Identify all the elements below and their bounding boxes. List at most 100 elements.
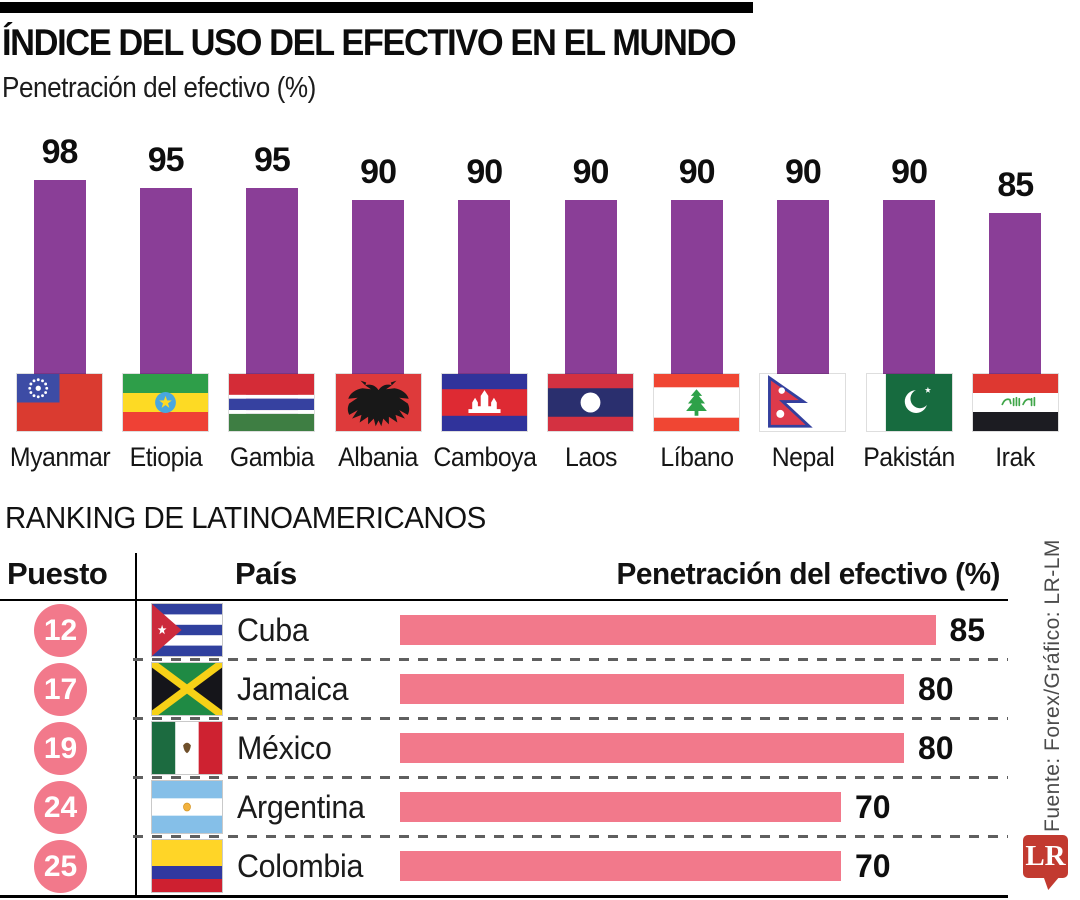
flag-holder <box>150 659 224 719</box>
bar-value-label: 90 <box>572 153 610 191</box>
bar-country-label: Líbano <box>660 442 734 472</box>
country-name: Colombia <box>237 848 364 884</box>
world-bar <box>458 200 511 425</box>
ranking-value: 85 <box>949 612 986 648</box>
bar-value-label: 95 <box>253 140 291 179</box>
ranking-row: 24 Argentina 70 <box>0 778 1008 838</box>
world-bar <box>670 200 723 425</box>
world-bar <box>883 200 936 425</box>
rank-badge: 12 <box>34 604 87 657</box>
ranking-value: 70 <box>855 848 891 884</box>
table-vertical-divider <box>135 553 137 896</box>
ranking-value: 80 <box>918 671 954 707</box>
bar-country-label: Camboya <box>433 442 538 472</box>
iraq-flag <box>972 374 1058 431</box>
lr-logo-text: LR <box>1025 840 1066 872</box>
ranking-bar <box>400 615 936 645</box>
ranking-bar <box>400 733 904 763</box>
flag-holder <box>760 374 846 431</box>
chart-subtitle: Penetración del efectivo (%) <box>2 72 316 104</box>
bar-value-label: 95 <box>147 140 185 179</box>
bar-country-label: Nepal <box>771 442 835 472</box>
pakistan-flag <box>866 374 952 431</box>
flag-holder <box>152 722 222 774</box>
world-bar <box>352 200 405 425</box>
lr-logo-tail <box>1043 876 1060 890</box>
laos-flag <box>548 374 633 431</box>
argentina-flag <box>152 781 222 833</box>
flag-holder <box>152 781 222 833</box>
ranking-row: 12 Cuba 85 <box>0 601 1008 661</box>
flag-holder <box>123 374 209 431</box>
world-bar <box>139 187 192 425</box>
column-header-penetracion: Penetración del efectivo (%) <box>616 556 1001 591</box>
ethiopia-flag <box>123 374 209 431</box>
bar-value-label: 90 <box>360 153 397 191</box>
bar-country-label: Etiopia <box>129 442 203 472</box>
colombia-flag <box>152 840 222 892</box>
bar-value-label: 90 <box>466 153 503 191</box>
row-separator <box>133 658 1008 661</box>
bar-country-label: Myanmar <box>9 442 110 472</box>
row-separator <box>133 835 1008 838</box>
world-bar <box>776 200 829 425</box>
ranking-row: 17 Jamaica 80 <box>0 659 1008 720</box>
ranking-row: 25 Colombia 70 <box>0 837 1008 896</box>
rank-badge: 24 <box>34 781 87 834</box>
cambodia-flag <box>441 374 527 431</box>
bar-country-label: Pakistán <box>863 442 955 472</box>
world-bar <box>989 212 1042 425</box>
lebanon-flag <box>654 374 740 431</box>
ranking-value: 80 <box>918 730 954 766</box>
flag-holder <box>548 374 633 431</box>
ranking-value: 70 <box>855 789 891 825</box>
column-header-puesto: Puesto <box>7 556 108 591</box>
ranking-section-title: RANKING DE LATINOAMERICANOS <box>5 500 486 535</box>
bar-value-label: 90 <box>678 153 716 191</box>
column-header-pais: País <box>235 556 297 591</box>
bar-value-label: 85 <box>997 165 1034 204</box>
country-name: Cuba <box>237 612 309 648</box>
rank-badge: 25 <box>34 840 87 893</box>
flag-holder <box>152 604 222 656</box>
rank-badge: 17 <box>34 663 87 716</box>
ranking-bar <box>400 851 841 881</box>
row-separator <box>133 776 1008 779</box>
flag-holder <box>335 374 421 431</box>
country-name: México <box>237 730 332 766</box>
bar-value-label: 90 <box>891 153 928 191</box>
cuba-flag <box>152 604 222 656</box>
bar-value-label: 98 <box>41 133 79 171</box>
myanmar-flag <box>17 374 102 431</box>
ranking-bar <box>400 792 841 822</box>
flag-holder <box>441 374 527 431</box>
source-credit: Fuente: Forex/Gráfico: LR-LM <box>1041 539 1064 832</box>
table-bottom-rule <box>0 895 1008 898</box>
ranking-bar <box>400 674 904 704</box>
bar-value-label: 90 <box>784 153 822 191</box>
flag-holder <box>17 374 102 431</box>
page-title: ÍNDICE DEL USO DEL EFECTIVO EN EL MUNDO <box>2 22 737 63</box>
lr-logo: LR <box>1023 835 1068 878</box>
rank-badge: 19 <box>34 722 87 775</box>
flag-holder <box>866 374 952 431</box>
bar-country-label: Irak <box>995 442 1036 472</box>
mexico-flag <box>152 722 222 774</box>
country-name: Argentina <box>237 789 365 825</box>
world-bar <box>33 180 86 425</box>
table-header-rule <box>0 599 1008 601</box>
top-rule <box>0 2 753 13</box>
world-bar <box>564 200 617 425</box>
albania-flag <box>335 374 421 431</box>
row-separator <box>133 717 1008 720</box>
world-bar <box>245 187 298 425</box>
flag-holder <box>972 374 1058 431</box>
flag-holder <box>654 374 740 431</box>
ranking-row: 19 México 80 <box>0 719 1008 779</box>
bar-country-label: Gambia <box>229 442 315 472</box>
nepal-flag <box>760 374 846 431</box>
flag-holder <box>152 840 222 892</box>
